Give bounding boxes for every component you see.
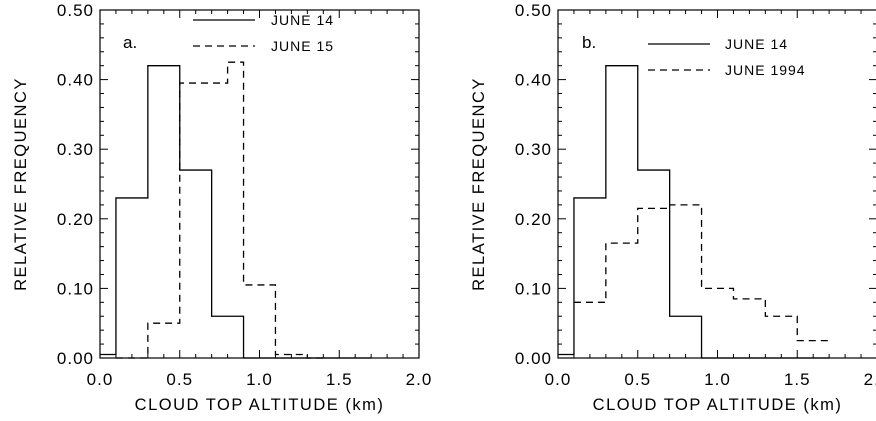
y-tick-label: 0.10	[57, 279, 94, 298]
legend-label: JUNE 14	[725, 36, 788, 52]
y-tick-label: 0.20	[57, 210, 94, 229]
y-axis-title: RELATIVE FREQUENCY	[12, 77, 30, 291]
chart-panel-a: 0.0 0.5 1.0 1.5 2.0 0.00 0.10 0.20 0.30 0.40 0.50 C…	[12, 1, 433, 414]
y-tick-label: 0.40	[57, 71, 94, 90]
x-tick-label: 0.0	[545, 370, 572, 389]
y-tick-label: 0.20	[515, 210, 552, 229]
series-line-dashed	[573, 204, 830, 342]
x-tick-label: 1.0	[704, 370, 731, 389]
x-axis-title: CLOUD TOP ALTITUDE (km)	[593, 396, 843, 414]
legend-label: JUNE 1994	[725, 62, 806, 78]
series-line-dashed	[115, 61, 324, 359]
series-line-solid	[100, 65, 372, 359]
y-tick-label: 0.00	[57, 349, 94, 368]
x-tick-label: 0.5	[624, 370, 651, 389]
y-tick-label: 0.30	[515, 140, 552, 159]
legend-label: JUNE 14	[271, 12, 334, 28]
x-tick-label: 1.5	[326, 370, 353, 389]
y-tick-label: 0.40	[515, 71, 552, 90]
x-tick-label: 2.0	[864, 370, 876, 389]
y-tick-label: 0.10	[515, 279, 552, 298]
series-line-solid	[558, 65, 830, 359]
x-axis-title: CLOUD TOP ALTITUDE (km)	[135, 396, 385, 414]
legend-label: JUNE 15	[271, 38, 334, 54]
x-tick-label: 1.0	[246, 370, 273, 389]
y-tick-label: 0.50	[515, 1, 552, 20]
x-tick-label: 1.5	[784, 370, 811, 389]
panel-label: a.	[123, 33, 137, 52]
x-tick-label: 0.5	[166, 370, 193, 389]
y-tick-label: 0.00	[515, 349, 552, 368]
x-tick-label: 0.0	[87, 370, 114, 389]
y-axis-title: RELATIVE FREQUENCY	[470, 77, 488, 291]
y-tick-label: 0.30	[57, 140, 94, 159]
panel-label: b.	[582, 33, 596, 52]
x-tick-label: 2.0	[406, 370, 433, 389]
chart-panel-b: 0.0 0.5 1.0 1.5 2.0 0.00 0.10 0.20 0.30 0.40 0.50 C…	[470, 1, 876, 414]
y-tick-label: 0.50	[57, 1, 94, 20]
